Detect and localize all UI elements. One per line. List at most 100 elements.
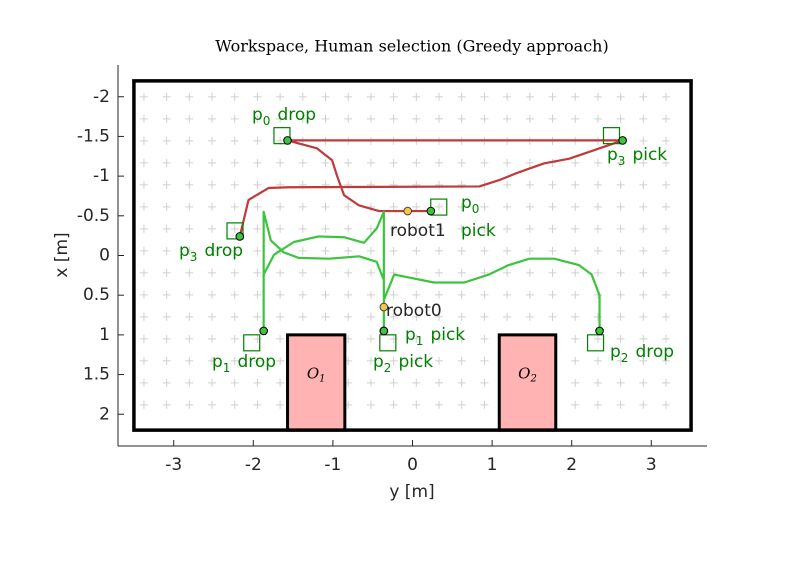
grid-cross (548, 312, 557, 321)
target-square (602, 127, 621, 145)
grid-cross (593, 202, 602, 211)
target-point (283, 136, 292, 145)
grid-cross (276, 158, 285, 167)
target-action: drop (277, 105, 316, 125)
grid-cross (389, 378, 398, 387)
grid-cross (276, 312, 285, 321)
grid-cross (321, 92, 330, 101)
grid-cross (276, 356, 285, 365)
target-name: p (607, 145, 618, 165)
grid-cross (230, 202, 239, 211)
target-label: p0 pick (461, 193, 496, 241)
target-index: 1 (416, 334, 424, 348)
grid-cross (457, 224, 466, 233)
grid-cross (298, 290, 307, 299)
grid-cross (162, 180, 171, 189)
grid-cross (480, 246, 489, 255)
x-axis-label: y [m] (389, 482, 434, 502)
grid-cross (208, 268, 217, 277)
grid-cross (230, 356, 239, 365)
grid-cross (230, 246, 239, 255)
grid-cross (412, 400, 421, 409)
grid-cross (321, 246, 330, 255)
grid-cross (457, 378, 466, 387)
grid-cross (639, 158, 648, 167)
grid-cross (662, 158, 671, 167)
target-square (379, 334, 397, 352)
grid-cross (503, 268, 512, 277)
target-action: drop (204, 241, 243, 261)
grid-cross (253, 224, 262, 233)
grid-cross (344, 312, 353, 321)
grid-cross (457, 312, 466, 321)
grid-cross (389, 356, 398, 365)
obstacle (497, 333, 558, 432)
grid-cross (389, 158, 398, 167)
grid-cross (548, 290, 557, 299)
target-action: pick (430, 325, 465, 345)
grid-cross (616, 400, 625, 409)
grid-cross (435, 378, 444, 387)
grid-cross (457, 290, 466, 299)
grid-cross (457, 158, 466, 167)
grid-cross (366, 114, 375, 123)
grid-cross (571, 290, 580, 299)
target-point (259, 326, 268, 336)
grid-cross (253, 136, 262, 145)
grid-cross (435, 224, 444, 233)
target-index: 0 (472, 202, 480, 216)
target-point (426, 206, 436, 216)
grid-cross (593, 224, 602, 233)
grid-cross (139, 158, 148, 167)
grid-cross (571, 400, 580, 409)
grid-cross (457, 202, 466, 211)
grid-cross (616, 334, 625, 343)
grid-cross (548, 268, 557, 277)
target-square (586, 334, 605, 352)
grid-cross (162, 136, 171, 145)
obstacle-index: 2 (529, 373, 536, 384)
grid-cross (139, 224, 148, 233)
grid-cross (185, 334, 194, 343)
grid-cross (208, 312, 217, 321)
target-point (618, 136, 627, 145)
grid-cross (616, 312, 625, 321)
grid-cross (253, 378, 262, 387)
grid-cross (571, 114, 580, 123)
grid-cross (662, 378, 671, 387)
grid-cross (616, 290, 625, 299)
grid-cross (593, 268, 602, 277)
grid-cross (616, 180, 625, 189)
grid-cross (503, 158, 512, 167)
grid-cross (435, 202, 444, 211)
grid-cross (435, 158, 444, 167)
grid-cross (548, 224, 557, 233)
grid-cross (230, 400, 239, 409)
grid-cross (366, 378, 375, 387)
target-index: 2 (384, 361, 392, 375)
grid-cross (185, 290, 194, 299)
grid-cross (662, 136, 671, 145)
target-name: p (212, 352, 223, 372)
grid-cross (503, 202, 512, 211)
grid-cross (593, 312, 602, 321)
grid-cross (208, 114, 217, 123)
grid-cross (503, 246, 512, 255)
grid-cross (457, 400, 466, 409)
grid-cross (230, 290, 239, 299)
workspace-boundary (132, 79, 693, 432)
grid-cross (412, 290, 421, 299)
grid-cross (593, 246, 602, 255)
grid-cross (366, 356, 375, 365)
grid-cross (548, 180, 557, 189)
grid-cross (389, 400, 398, 409)
grid-cross (571, 92, 580, 101)
grid-cross (162, 202, 171, 211)
grid-cross (253, 246, 262, 255)
grid-cross (571, 312, 580, 321)
grid-cross (276, 92, 285, 101)
grid-cross (389, 114, 398, 123)
grid-cross (616, 356, 625, 365)
grid-cross (276, 268, 285, 277)
grid-cross (525, 312, 534, 321)
